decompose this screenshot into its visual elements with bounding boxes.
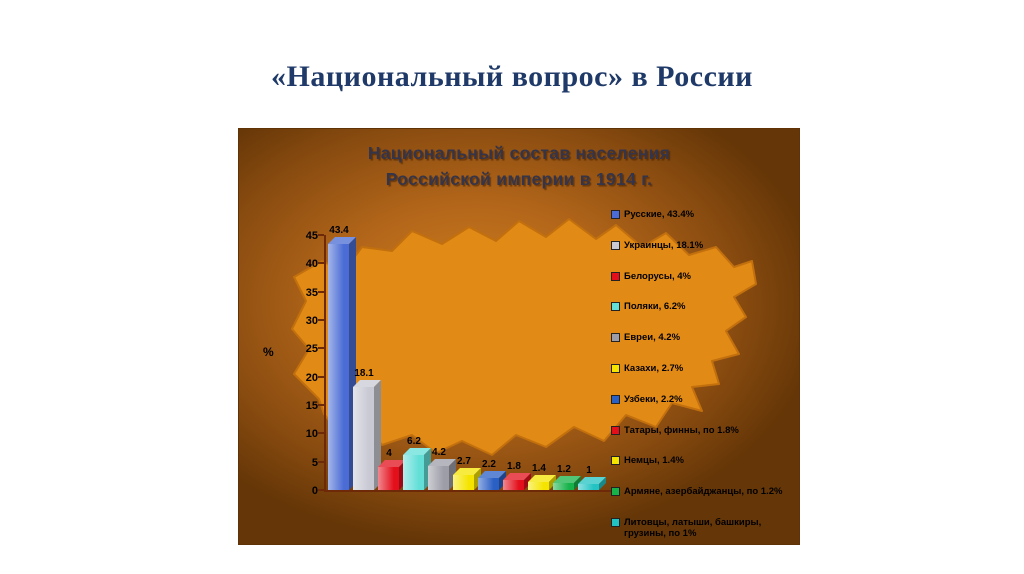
legend-label: Казахи, 2.7% [624, 362, 684, 374]
russia-map-silhouette [291, 218, 757, 456]
legend-label: Литовцы, латыши, башкиры, грузины, по 1% [624, 516, 762, 539]
legend-label: Поляки, 6.2% [624, 301, 686, 313]
legend-swatch [611, 487, 620, 497]
legend-swatch [611, 425, 620, 435]
y-axis-label: % [263, 345, 274, 359]
legend-swatch [611, 456, 620, 466]
legend-swatch [611, 240, 620, 250]
legend-label: Узбеки, 2.2% [624, 393, 683, 405]
y-tick-mark [318, 489, 324, 491]
legend-label: Русские, 43.4% [624, 209, 695, 220]
chart-title: Национальный состав населения Российской… [239, 140, 799, 192]
bar-value-label: 4 [386, 448, 392, 460]
legend-label: Татары, финны, по 1.8% [624, 424, 739, 436]
y-tick-mark [318, 404, 324, 406]
legend-item: Русские, 43.4% [611, 209, 797, 220]
bar [353, 380, 381, 490]
slide-title: «Национальный вопрос» в России [271, 60, 753, 93]
legend-item: Казахи, 2.7% [611, 363, 797, 374]
bar-value-label: 1.2 [557, 464, 571, 476]
y-tick-label: 20 [305, 371, 318, 384]
y-tick-mark [318, 432, 324, 435]
chart-title-line1: Национальный состав населения [367, 143, 671, 163]
legend-item: Армяне, азербайджанцы, по 1.2% [611, 486, 797, 497]
y-tick-mark [318, 460, 324, 463]
legend-label: Армяне, азербайджанцы, по 1.2% [624, 486, 783, 498]
legend-swatch [611, 210, 620, 219]
y-tick-label: 45 [305, 230, 318, 242]
y-tick-mark [318, 375, 324, 378]
legend-item: Немцы, 1.4% [611, 455, 797, 466]
legend-item: Литовцы, латыши, башкиры, грузины, по 1% [611, 517, 797, 539]
y-tick-label: 35 [305, 286, 318, 299]
y-tick-label: 40 [305, 258, 318, 271]
russia-map-path [291, 218, 757, 456]
legend-label: Украинцы, 18.1% [624, 239, 704, 251]
chart-panel: Национальный состав населения Российской… [238, 128, 800, 545]
y-tick-mark [318, 347, 324, 350]
bar [403, 447, 431, 490]
y-tick-mark [318, 262, 324, 265]
chart-title-line2: Российской империи в 1914 г. [385, 169, 653, 189]
y-tick-label: 30 [305, 315, 318, 327]
legend-swatch [611, 394, 620, 404]
y-tick-mark [318, 290, 324, 293]
plot-area: 0 5 10 15 20 25 30 35 40 45 43.4 18.1 4 6.2 4.2 2.7 2.2 1… [306, 225, 618, 497]
bar [553, 476, 581, 490]
bar [478, 470, 506, 490]
legend-label: Белорусы, 4% [624, 270, 691, 282]
bar-value-label: 4.2 [432, 447, 446, 459]
legend-label: Евреи, 4.2% [624, 332, 681, 344]
legend: Русские, 43.4% Украинцы, 18.1% Белорусы, 4… [611, 209, 797, 539]
bar-value-label: 2.7 [457, 455, 471, 467]
legend-swatch [611, 271, 620, 281]
bar [528, 475, 556, 490]
legend-item: Поляки, 6.2% [611, 301, 797, 312]
bar-value-label: 18.1 [354, 368, 374, 380]
bar [428, 459, 456, 490]
bar-value-label: 6.2 [407, 435, 421, 447]
bar-value-label: 1 [586, 465, 592, 477]
bar-value-label: 1.4 [532, 463, 546, 475]
bar [328, 237, 356, 490]
y-tick-label: 25 [305, 343, 318, 356]
y-tick-mark [318, 234, 324, 236]
legend-swatch [611, 302, 620, 312]
bar [453, 467, 481, 490]
bar [578, 477, 606, 490]
legend-item: Белорусы, 4% [611, 271, 797, 282]
y-tick-label: 5 [311, 456, 318, 469]
legend-label: Немцы, 1.4% [624, 455, 684, 467]
legend-swatch [611, 363, 620, 373]
legend-item: Евреи, 4.2% [611, 332, 797, 343]
legend-swatch [611, 517, 620, 527]
y-tick-label: 15 [305, 400, 318, 412]
bar [378, 460, 406, 490]
legend-item: Татары, финны, по 1.8% [611, 425, 797, 436]
legend-item: Украинцы, 18.1% [611, 240, 797, 251]
bar-value-label: 43.4 [329, 225, 349, 237]
legend-swatch [611, 333, 620, 343]
bar-value-label: 1.8 [507, 460, 521, 472]
bar-value-label: 2.2 [482, 458, 496, 470]
y-tick-label: 10 [305, 428, 318, 441]
bar [503, 472, 531, 490]
y-tick-label: 0 [311, 485, 318, 497]
legend-item: Узбеки, 2.2% [611, 394, 797, 405]
y-tick-mark [318, 319, 324, 321]
